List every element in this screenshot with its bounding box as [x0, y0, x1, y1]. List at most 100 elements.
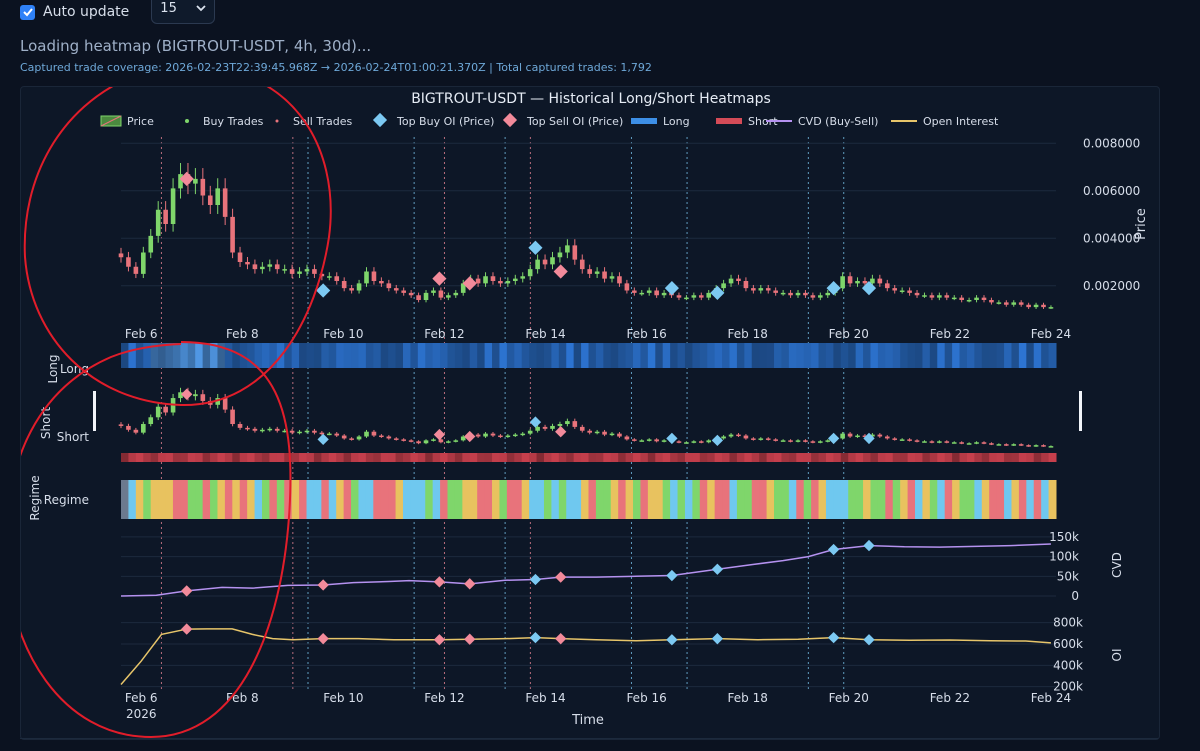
heatmap-chart: BIGTROUT-USDT — Historical Long/Short He…	[21, 87, 1149, 739]
candle-body	[825, 292, 831, 296]
candle-body	[1048, 446, 1054, 448]
regime-cell	[863, 480, 871, 519]
short-heatmap-cell	[729, 453, 738, 462]
annotation-circles	[21, 87, 332, 739]
regime-cell	[595, 480, 604, 519]
regime-cell	[299, 480, 308, 519]
long-heatmap-cell	[996, 343, 1005, 368]
long-heatmap-cell	[751, 343, 760, 368]
short-heatmap-cell	[774, 453, 782, 462]
long-heatmap-cell	[981, 343, 990, 368]
short-heatmap-cell	[974, 453, 983, 462]
candle-body	[780, 292, 786, 295]
short-mini-candles	[118, 387, 1054, 448]
candle-body	[282, 269, 287, 271]
regime-cell	[150, 480, 159, 519]
regime-y-axis-label: Regime	[28, 475, 42, 520]
candle-body	[542, 426, 548, 429]
long-heatmap-cell	[1048, 343, 1057, 368]
long-heatmap-cell	[610, 343, 619, 368]
price-x-tick-label: Feb 18	[728, 327, 768, 341]
candle-body	[1048, 307, 1054, 309]
candle-body	[721, 436, 726, 439]
long-heatmap-cell	[818, 343, 827, 368]
candle-body	[959, 442, 964, 444]
candle-body	[237, 424, 243, 428]
long-heatmap-cell	[165, 343, 174, 368]
short-heatmap-cell	[1048, 453, 1057, 462]
candle-body	[535, 426, 540, 431]
long-heatmap-cell	[944, 343, 953, 368]
candle-body	[579, 426, 585, 431]
candle-body	[356, 283, 362, 291]
short-heatmap-cell	[1041, 453, 1050, 462]
candle-body	[646, 290, 652, 293]
short-heatmap-cell	[566, 453, 575, 462]
short-heatmap-cell	[143, 453, 152, 462]
regime-cell	[321, 480, 330, 519]
candle-body	[260, 429, 265, 432]
long-heatmap-cell	[261, 343, 270, 368]
long-heatmap-cell	[543, 343, 552, 368]
short-top-buy-oi-marker	[827, 432, 840, 445]
oi-line	[120, 628, 1052, 686]
candle-body	[862, 435, 868, 438]
x-tick-label: Feb 6	[125, 691, 158, 705]
short-heatmap-cell	[788, 453, 797, 462]
long-heatmap-cell	[811, 343, 820, 368]
candle-body	[639, 292, 645, 295]
candle-body	[483, 276, 488, 284]
long-heatmap-cell	[603, 343, 612, 368]
short-heatmap-cell	[165, 453, 174, 462]
long-heatmap-cell	[551, 343, 560, 368]
auto-update-checkbox[interactable]	[20, 4, 35, 20]
regime-cell	[477, 480, 486, 519]
short-heatmap-cell	[284, 453, 293, 462]
short-heatmap-cell	[766, 453, 775, 462]
candle-body	[951, 442, 957, 444]
candle-body	[572, 245, 578, 260]
long-heatmap-cell	[506, 343, 515, 368]
long-heatmap-cell	[299, 343, 308, 368]
legend-swatch-buy-trades	[185, 119, 189, 123]
short-heatmap-cell	[818, 453, 827, 462]
candle-body	[855, 281, 860, 284]
long-heatmap-cell	[395, 343, 404, 368]
regime-cell	[402, 480, 411, 519]
short-heatmap-cell	[425, 453, 434, 462]
long-heatmap-cell	[848, 343, 857, 368]
interval-select[interactable]: 15	[151, 0, 216, 24]
short-heatmap-cell	[996, 453, 1005, 462]
short-top-sell-oi-marker	[464, 430, 476, 443]
long-heatmap-cell	[744, 343, 753, 368]
candle-body	[349, 288, 354, 291]
top-sell-oi-marker	[432, 271, 447, 286]
candle-body	[818, 295, 823, 298]
cvd-sell-marker	[317, 579, 329, 591]
candle-body	[133, 266, 139, 274]
short-heatmap-cell	[135, 453, 144, 462]
regime-cell	[336, 480, 345, 519]
short-heatmap-cell	[336, 453, 345, 462]
regime-cell	[966, 480, 975, 519]
short-heatmap-cell	[328, 453, 337, 462]
short-heatmap-cell	[180, 453, 189, 462]
regime-cell	[662, 480, 671, 519]
candle-body	[490, 276, 496, 281]
candle-body	[803, 292, 808, 296]
short-heatmap-cell	[529, 453, 538, 462]
long-heatmap-cell	[417, 343, 426, 368]
candle-body	[1018, 444, 1024, 446]
regime-cell	[217, 480, 226, 519]
short-heatmap-cell	[254, 453, 263, 462]
short-heatmap-cell	[840, 453, 849, 462]
chevron-down-icon	[196, 5, 206, 12]
candle-body	[639, 440, 645, 442]
short-heatmap-cell	[410, 453, 419, 462]
candle-body	[371, 431, 377, 436]
oi-sell-marker	[317, 633, 329, 645]
short-heatmap-cell	[811, 453, 820, 462]
cvd-sell-marker	[464, 578, 476, 590]
long-heatmap-cell	[647, 343, 656, 368]
long-heatmap-cell	[351, 343, 359, 368]
